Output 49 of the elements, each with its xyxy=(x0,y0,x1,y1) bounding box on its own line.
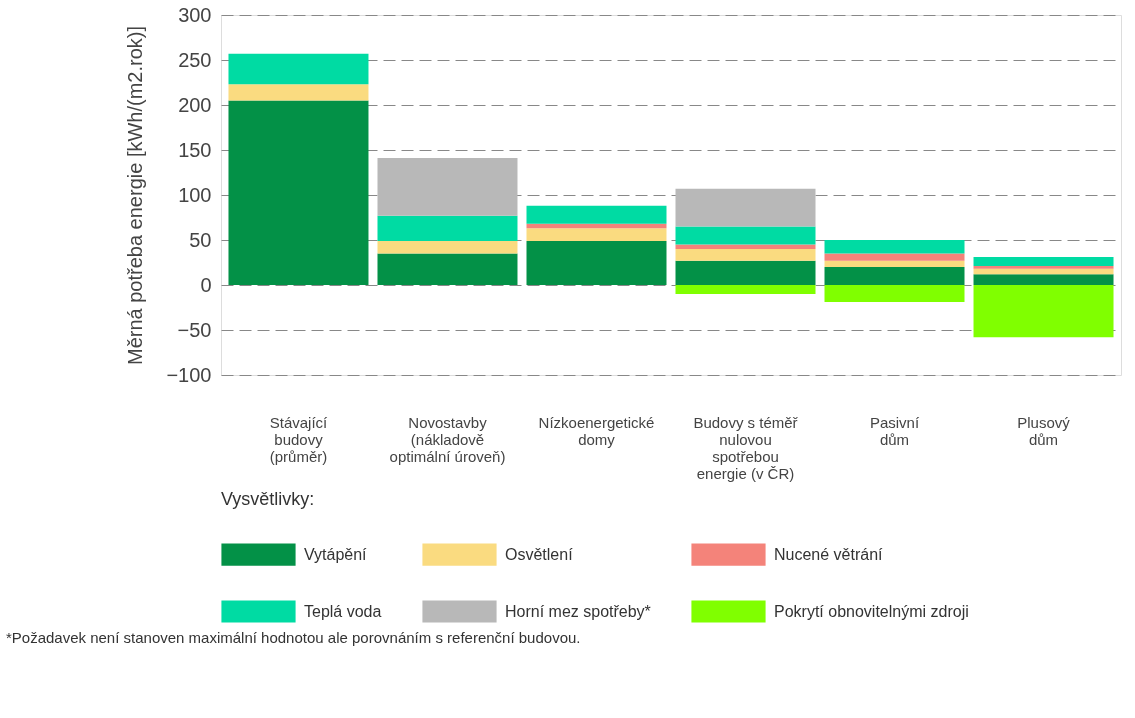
bar xyxy=(228,84,369,101)
bar xyxy=(675,260,816,285)
legend-label: Teplá voda xyxy=(304,602,382,620)
bar xyxy=(973,285,1114,338)
x-tick-label: Stávající budovy (průměr) xyxy=(269,413,329,465)
y-tick-label: 50 xyxy=(189,228,212,251)
bar xyxy=(526,205,667,224)
bar xyxy=(377,253,518,285)
bar xyxy=(526,228,667,241)
x-tick-label: Nízkoenergetické domy xyxy=(538,413,655,448)
bar xyxy=(228,100,369,285)
y-tick-label: −100 xyxy=(166,363,212,386)
bar xyxy=(824,267,965,285)
bar xyxy=(675,188,816,227)
legend-label: Vytápění xyxy=(304,545,368,563)
bar xyxy=(824,285,965,303)
legend-label: Horní mez spotřeby* xyxy=(505,602,651,620)
y-tick-label: 300 xyxy=(178,3,212,26)
bar xyxy=(824,260,965,267)
bar xyxy=(973,266,1114,269)
bar xyxy=(228,53,369,85)
bar xyxy=(675,285,816,294)
y-tick-label: −50 xyxy=(177,318,212,341)
legend-label: Osvětlení xyxy=(505,545,574,563)
bar xyxy=(377,240,518,254)
legend-title: Vysvětlivky: xyxy=(221,489,315,509)
legend-label: Pokrytí obnovitelnými zdroji xyxy=(774,602,969,620)
bar xyxy=(824,253,965,261)
bar xyxy=(824,240,965,254)
bar xyxy=(973,274,1114,285)
x-tick-label: Novostavby (nákladově optimální úroveň) xyxy=(389,413,506,465)
y-axis-title: Měrná potřeba energie [kWh/(m2.rok)] xyxy=(124,25,147,366)
text: *Požadavek není stanoven maximální hodnotou ale porovnáním s referenční budovou. xyxy=(5,629,581,646)
x-tick-label: Pasivní dům xyxy=(869,413,920,448)
bar xyxy=(675,226,816,245)
bar xyxy=(675,249,816,261)
bar xyxy=(973,268,1114,275)
y-tick-label: 200 xyxy=(178,93,212,116)
y-tick-label: 100 xyxy=(178,183,212,206)
x-tick-label: Plusový dům xyxy=(1017,413,1071,448)
y-tick-label: 150 xyxy=(178,138,212,161)
legend-label: Nucené větrání xyxy=(774,545,884,563)
y-tick-label: 0 xyxy=(200,273,212,296)
bar xyxy=(526,240,667,285)
bar xyxy=(973,257,1114,267)
y-tick-label: 250 xyxy=(178,48,212,71)
bar xyxy=(377,158,518,216)
bar xyxy=(377,215,518,241)
x-tick-label: Budovy s téměř nulovou spotřebou energie (v ČR) xyxy=(693,413,799,482)
